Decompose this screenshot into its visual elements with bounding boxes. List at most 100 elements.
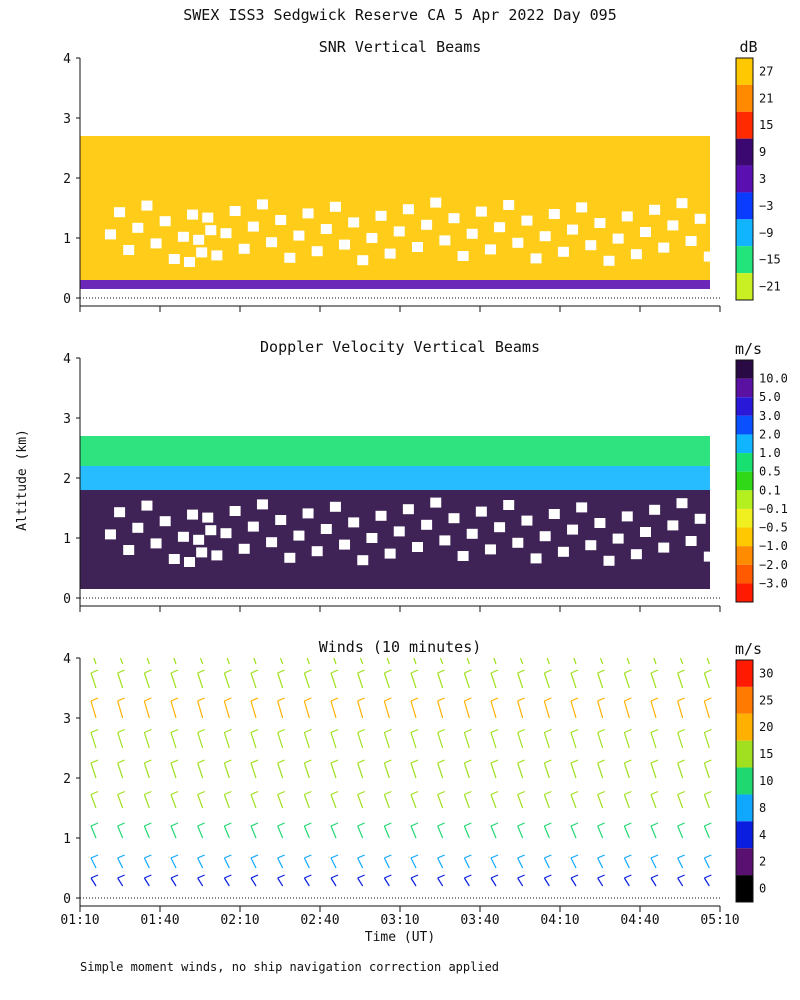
wind-barb <box>570 825 577 839</box>
wind-barb-flag <box>544 874 552 879</box>
gap-cell <box>576 202 588 213</box>
gap-cell <box>357 255 369 266</box>
wind-barb-flag <box>410 669 419 674</box>
wind-barb <box>570 762 577 779</box>
wind-barb <box>463 825 470 839</box>
y-tick-label: 2 <box>63 772 71 787</box>
gap-cell <box>168 254 180 264</box>
wind-barb <box>543 857 550 869</box>
wind-barb-flag <box>277 854 285 859</box>
wind-barb-flag <box>224 728 232 734</box>
x-tick-label: 02:10 <box>220 913 259 928</box>
gap-cell <box>567 524 579 535</box>
gap-cell <box>658 242 670 253</box>
wind-barb <box>117 762 124 779</box>
figure-title: SWEX ISS3 Sedgwick Reserve CA 5 Apr 2022… <box>183 6 616 24</box>
wind-barb <box>597 877 604 887</box>
wind-barb <box>330 877 337 887</box>
wind-barb-flag <box>90 697 99 702</box>
gap-cell <box>150 538 162 549</box>
heatmap-layer <box>80 172 710 202</box>
wind-barb <box>170 794 177 809</box>
wind-barb <box>517 700 524 719</box>
wind-barb-flag <box>384 697 392 702</box>
gap-cell <box>439 235 451 246</box>
wind-barb-flag <box>250 669 259 674</box>
wind-barb-flag <box>704 790 712 796</box>
wind-barb-flag <box>677 669 685 674</box>
gap-cell <box>302 208 314 219</box>
gap-cell <box>123 245 135 255</box>
colorbar-label: 25 <box>759 693 773 707</box>
colorbar-label: 9 <box>759 145 766 159</box>
wind-barb-flag <box>224 669 232 674</box>
colorbar-swatch <box>736 360 753 379</box>
wind-barb <box>357 877 364 887</box>
wind-barb-flag <box>437 697 445 702</box>
wind-barb <box>303 825 310 839</box>
y-tick-label: 2 <box>63 172 71 187</box>
colorbar-swatch <box>736 219 753 247</box>
gap-cell <box>676 198 688 209</box>
wind-barb <box>410 762 417 779</box>
wind-barb-flag <box>464 854 472 859</box>
wind-barb-flag <box>650 874 659 879</box>
wind-barb <box>679 658 684 665</box>
wind-barb-flag <box>224 874 232 879</box>
gap-cell <box>150 238 162 249</box>
wind-barb <box>357 825 364 839</box>
gap-cell <box>576 502 588 513</box>
wind-barb <box>437 672 444 689</box>
wind-barb <box>143 732 150 749</box>
colorbar-swatch <box>736 686 753 714</box>
wind-barb <box>357 794 364 809</box>
colorbar-label: 1.0 <box>759 446 781 460</box>
gap-cell <box>612 233 624 244</box>
wind-barb-flag <box>144 669 152 674</box>
gap-cell <box>658 542 670 553</box>
wind-barb-flag <box>197 790 205 796</box>
wind-barb-flag <box>597 697 605 702</box>
colorbar-swatch <box>736 84 753 112</box>
wind-barb-flag <box>410 790 419 796</box>
wind-barb-flag <box>624 728 632 734</box>
wind-barb <box>543 877 550 887</box>
wind-barb <box>463 762 470 779</box>
wind-barb <box>357 672 364 689</box>
colorbar-frame <box>735 359 754 603</box>
colorbar-swatch <box>736 546 753 565</box>
gap-cell <box>205 225 217 236</box>
wind-barb-flag <box>677 790 685 796</box>
wind-barb-flag <box>678 647 685 650</box>
wind-barb-flag <box>597 822 605 827</box>
gap-cell <box>457 551 469 561</box>
wind-barb-flag <box>384 854 392 859</box>
wind-barb <box>410 672 417 689</box>
wind-barb <box>490 672 497 689</box>
wind-barb <box>623 857 630 869</box>
wind-barb <box>143 877 150 887</box>
colorbar-label: 30 <box>759 666 773 680</box>
wind-barb <box>303 672 310 689</box>
gap-cell <box>640 527 651 537</box>
gap-cell <box>649 504 661 515</box>
gap-cell <box>448 213 460 224</box>
wind-barb <box>277 857 284 869</box>
wind-barb-flag <box>250 697 259 702</box>
gap-cell <box>703 551 715 562</box>
y-tick-label: 3 <box>63 112 71 127</box>
wind-barb <box>437 794 444 809</box>
wind-barb <box>330 794 337 809</box>
wind-barb <box>570 877 577 887</box>
wind-barb-flag <box>117 697 125 702</box>
wind-barb-flag <box>90 822 99 827</box>
wind-barb-flag <box>597 728 605 734</box>
gap-cell <box>393 526 405 537</box>
heatmap-layer <box>80 280 710 289</box>
wind-barb <box>703 672 710 689</box>
wind-barb <box>490 794 497 809</box>
wind-barb-flag <box>650 854 659 859</box>
gap-cell <box>402 204 414 215</box>
wind-barb <box>383 857 390 869</box>
